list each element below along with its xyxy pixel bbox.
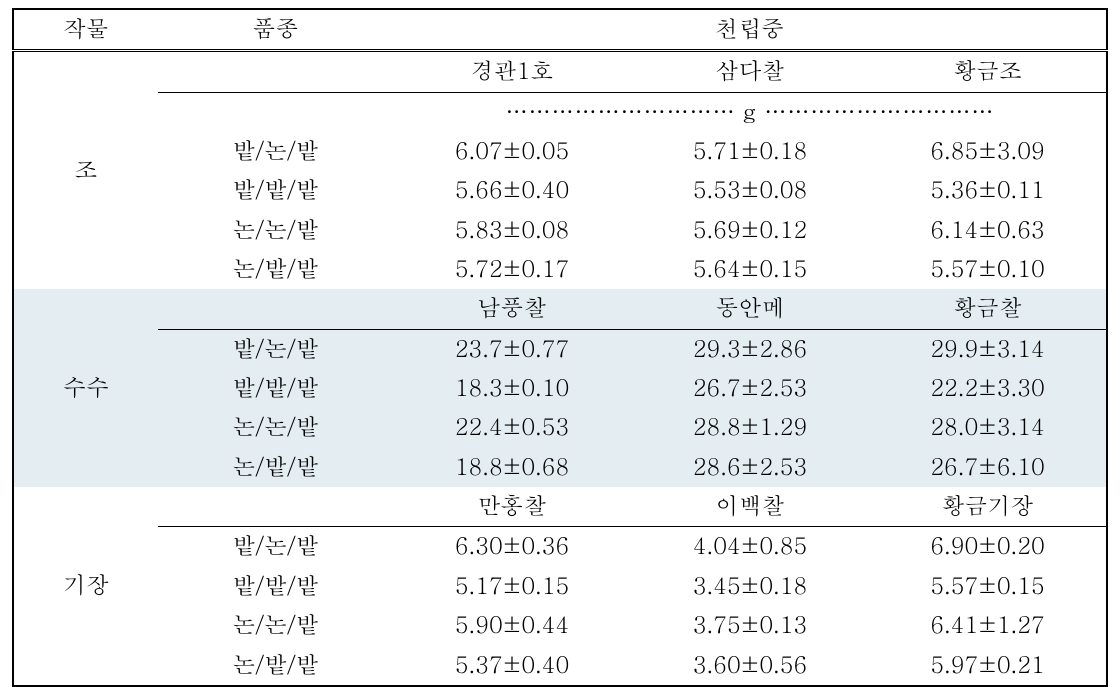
value-cell: 28.0±3.14: [869, 408, 1107, 447]
table-row: 논/밭/밭5.72±0.175.64±0.155.57±0.10: [13, 250, 1107, 289]
table-row: 논/밭/밭18.8±0.6828.6±2.5326.7±6.10: [13, 448, 1107, 487]
crop-label: 조: [13, 51, 158, 290]
value-cell: 29.9±3.14: [869, 329, 1107, 369]
row-label: 논/밭/밭: [158, 646, 393, 686]
value-cell: 3.75±0.13: [631, 606, 869, 645]
blank-cell: [158, 51, 393, 92]
table-row: 밭/논/밭23.7±0.7729.3±2.8629.9±3.14: [13, 329, 1107, 369]
value-cell: 6.90±0.20: [869, 527, 1107, 567]
variety-header: 동안메: [631, 289, 869, 329]
row-label: 논/밭/밭: [158, 250, 393, 289]
value-cell: 26.7±6.10: [869, 448, 1107, 487]
header-variety: 품종: [158, 9, 393, 51]
value-cell: 23.7±0.77: [393, 329, 631, 369]
value-cell: 3.45±0.18: [631, 567, 869, 606]
table-row: 밭/밭/밭5.17±0.153.45±0.185.57±0.15: [13, 567, 1107, 606]
header-tgw: 천립중: [393, 9, 1107, 51]
row-label: 논/논/밭: [158, 408, 393, 447]
value-cell: 6.30±0.36: [393, 527, 631, 567]
variety-header: 남풍찰: [393, 289, 631, 329]
row-label: 밭/밭/밭: [158, 171, 393, 210]
table-row: 논/논/밭22.4±0.5328.8±1.2928.0±3.14: [13, 408, 1107, 447]
variety-header: 삼다찰: [631, 51, 869, 92]
value-cell: 28.8±1.29: [631, 408, 869, 447]
value-cell: 5.53±0.08: [631, 171, 869, 210]
value-cell: 6.41±1.27: [869, 606, 1107, 645]
crop-label: 수수: [13, 289, 158, 487]
variety-header: 황금기장: [869, 487, 1107, 527]
table-subheader: 수수남풍찰동안메황금찰: [13, 289, 1107, 329]
value-cell: 5.97±0.21: [869, 646, 1107, 686]
row-label: 밭/밭/밭: [158, 369, 393, 408]
variety-header: 경관1호: [393, 51, 631, 92]
value-cell: 5.69±0.12: [631, 211, 869, 250]
table-row: 논/논/밭5.83±0.085.69±0.126.14±0.63: [13, 211, 1107, 250]
table-row: 밭/밭/밭18.3±0.1026.7±2.5322.2±3.30: [13, 369, 1107, 408]
table-subheader: 조경관1호삼다찰황금조: [13, 51, 1107, 92]
value-cell: 5.17±0.15: [393, 567, 631, 606]
value-cell: 5.37±0.40: [393, 646, 631, 686]
value-cell: 28.6±2.53: [631, 448, 869, 487]
unit-label: ………………………… g …………………………: [393, 92, 1107, 132]
header-crop: 작물: [13, 9, 158, 51]
blank-cell: [158, 487, 393, 527]
value-cell: 5.66±0.40: [393, 171, 631, 210]
blank-cell: [158, 92, 393, 132]
value-cell: 6.07±0.05: [393, 132, 631, 171]
value-cell: 26.7±2.53: [631, 369, 869, 408]
crop-label: 기장: [13, 487, 158, 686]
value-cell: 5.83±0.08: [393, 211, 631, 250]
row-label: 밭/논/밭: [158, 329, 393, 369]
value-cell: 22.2±3.30: [869, 369, 1107, 408]
table-subheader: 기장만홍찰이백찰황금기장: [13, 487, 1107, 527]
variety-header: 이백찰: [631, 487, 869, 527]
unit-row: ………………………… g …………………………: [13, 92, 1107, 132]
table-row: 논/밭/밭5.37±0.403.60±0.565.97±0.21: [13, 646, 1107, 686]
value-cell: 3.60±0.56: [631, 646, 869, 686]
value-cell: 5.57±0.10: [869, 250, 1107, 289]
value-cell: 5.36±0.11: [869, 171, 1107, 210]
value-cell: 6.85±3.09: [869, 132, 1107, 171]
value-cell: 22.4±0.53: [393, 408, 631, 447]
value-cell: 5.72±0.17: [393, 250, 631, 289]
row-label: 논/논/밭: [158, 211, 393, 250]
row-label: 밭/논/밭: [158, 132, 393, 171]
variety-header: 황금조: [869, 51, 1107, 92]
table-row: 밭/밭/밭5.66±0.405.53±0.085.36±0.11: [13, 171, 1107, 210]
table-top-header: 작물 품종 천립중: [13, 9, 1107, 51]
value-cell: 4.04±0.85: [631, 527, 869, 567]
value-cell: 18.3±0.10: [393, 369, 631, 408]
data-table: 작물 품종 천립중 조경관1호삼다찰황금조………………………… g …………………: [12, 8, 1108, 687]
value-cell: 5.90±0.44: [393, 606, 631, 645]
row-label: 논/논/밭: [158, 606, 393, 645]
value-cell: 5.57±0.15: [869, 567, 1107, 606]
row-label: 논/밭/밭: [158, 448, 393, 487]
value-cell: 18.8±0.68: [393, 448, 631, 487]
row-label: 밭/논/밭: [158, 527, 393, 567]
variety-header: 만홍찰: [393, 487, 631, 527]
variety-header: 황금찰: [869, 289, 1107, 329]
table-row: 밭/논/밭6.30±0.364.04±0.856.90±0.20: [13, 527, 1107, 567]
table-row: 밭/논/밭6.07±0.055.71±0.186.85±3.09: [13, 132, 1107, 171]
blank-cell: [158, 289, 393, 329]
table-row: 논/논/밭5.90±0.443.75±0.136.41±1.27: [13, 606, 1107, 645]
value-cell: 6.14±0.63: [869, 211, 1107, 250]
value-cell: 29.3±2.86: [631, 329, 869, 369]
row-label: 밭/밭/밭: [158, 567, 393, 606]
value-cell: 5.64±0.15: [631, 250, 869, 289]
value-cell: 5.71±0.18: [631, 132, 869, 171]
